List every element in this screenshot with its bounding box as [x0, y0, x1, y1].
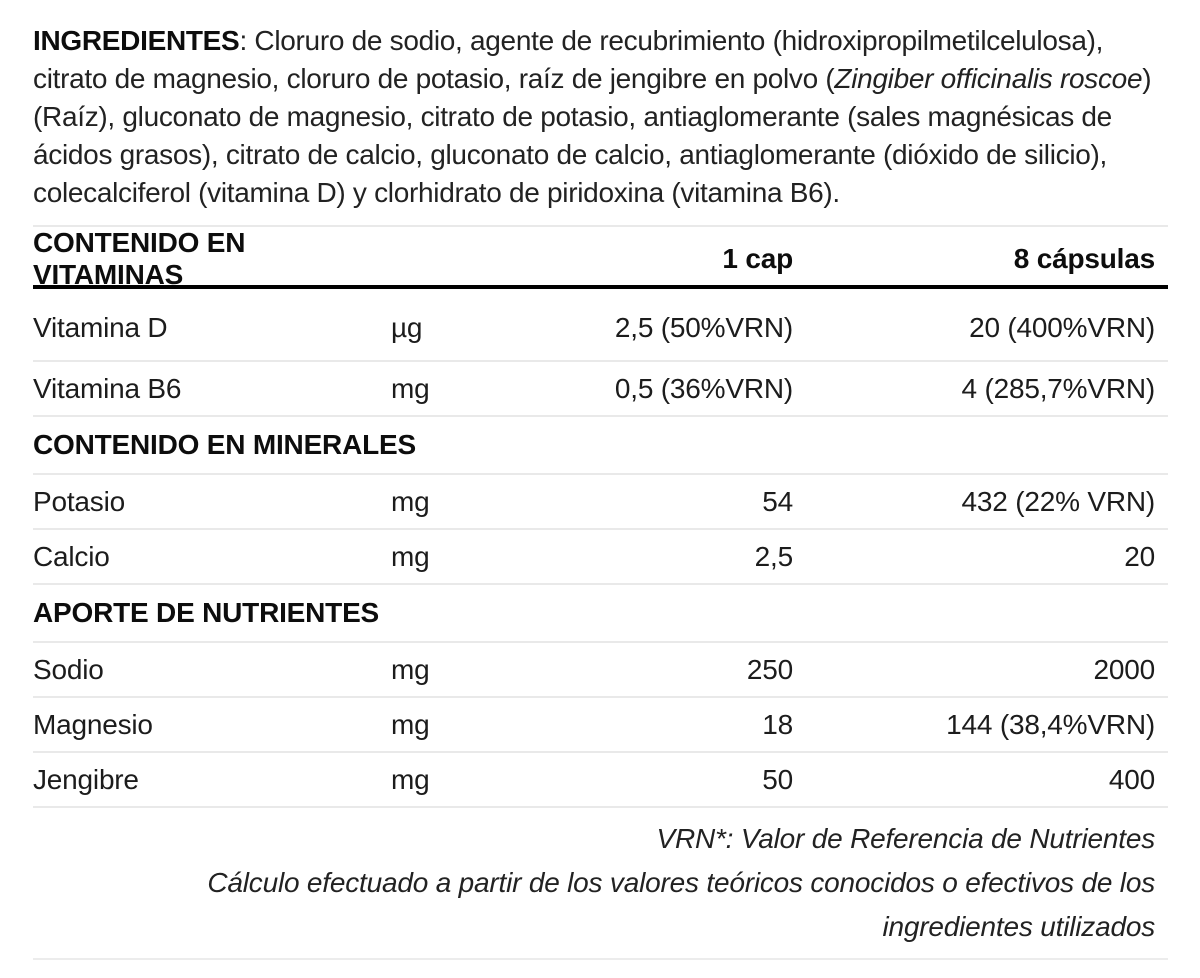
section-title: CONTENIDO EN MINERALES: [33, 429, 416, 460]
nutrient-per-8caps: 20: [1124, 540, 1155, 572]
nutrient-per-cap: 2,5 (50%VRN): [614, 311, 793, 343]
nutrient-name: Jengibre: [33, 763, 139, 795]
nutrient-name: Vitamina B6: [33, 372, 182, 404]
table-header-row: CONTENIDO EN VITAMINAS 1 cap 8 cápsulas: [33, 227, 1168, 290]
table-section-row: APORTE DE NUTRIENTES: [33, 585, 1168, 643]
nutrient-name: Magnesio: [33, 708, 153, 740]
nutrient-per-8caps: 4 (285,7%VRN): [961, 372, 1156, 404]
nutrient-per-cap: 2,5: [754, 540, 794, 572]
ingredients-text-2: )(Raíz), gluconato de magnesio, citrato …: [33, 63, 1152, 208]
ingredients-latin-name: Zingiber officinalis roscoe: [834, 63, 1143, 94]
table-row: Sodio mg 250 2000: [33, 643, 1168, 698]
nutrient-per-cap: 0,5 (36%VRN): [614, 372, 793, 404]
nutrient-per-8caps: 400: [1108, 763, 1155, 795]
nutrient-unit: mg: [391, 708, 430, 740]
nutrient-unit: mg: [391, 540, 430, 572]
nutrient-per-cap: 50: [762, 763, 793, 795]
table-row: Potasio mg 54 432 (22% VRN): [33, 475, 1168, 530]
footnote-calculation-1: Cálculo efectuado a partir de los valore…: [207, 867, 1155, 898]
nutrient-per-cap: 54: [762, 485, 793, 517]
nutrient-per-8caps: 144 (38,4%VRN): [946, 708, 1155, 740]
footnote-calculation-2: ingredientes utilizados: [882, 911, 1156, 942]
table-row: Vitamina B6 mg 0,5 (36%VRN) 4 (285,7%VRN…: [33, 362, 1168, 417]
nutrient-name: Potasio: [33, 485, 125, 517]
nutrient-per-cap: 250: [746, 653, 793, 685]
nutrient-per-cap: 18: [762, 708, 793, 740]
footnote-vrn-definition: VRN*: Valor de Referencia de Nutrientes: [656, 823, 1155, 854]
table-header-rule: [33, 285, 1168, 289]
label-bottom-rule: [33, 958, 1168, 960]
footnotes: VRN*: Valor de Referencia de Nutrientes …: [33, 817, 1168, 949]
table-top-rule: [33, 225, 1168, 227]
table-header-1cap: 1 cap: [722, 243, 793, 274]
ingredients-label: INGREDIENTES: [33, 25, 240, 56]
nutrient-per-8caps: 432 (22% VRN): [961, 485, 1156, 517]
nutrient-name: Calcio: [33, 540, 110, 572]
nutrient-name: Vitamina D: [33, 311, 168, 343]
table-header-title: CONTENIDO EN VITAMINAS: [33, 227, 246, 290]
table-header-8caps: 8 cápsulas: [1013, 243, 1155, 274]
nutrition-table: CONTENIDO EN VITAMINAS 1 cap 8 cápsulas …: [33, 225, 1168, 808]
nutrient-name: Sodio: [33, 653, 104, 685]
ingredients-separator: :: [239, 25, 255, 56]
table-row: Jengibre mg 50 400: [33, 753, 1168, 808]
table-row: Vitamina D µg 2,5 (50%VRN) 20 (400%VRN): [33, 289, 1168, 362]
ingredients-text-1: Cloruro de sodio, agente de recubrimient…: [33, 25, 1104, 94]
nutrient-unit: mg: [391, 653, 430, 685]
section-title: APORTE DE NUTRIENTES: [33, 597, 380, 628]
nutrient-per-8caps: 2000: [1093, 653, 1156, 685]
nutrient-unit: mg: [391, 485, 430, 517]
nutrient-unit: µg: [391, 311, 423, 343]
nutrient-per-8caps: 20 (400%VRN): [969, 311, 1155, 343]
table-row: Magnesio mg 18 144 (38,4%VRN): [33, 698, 1168, 753]
table-row: Calcio mg 2,5 20: [33, 530, 1168, 585]
ingredients-paragraph: INGREDIENTES: Cloruro de sodio, agente d…: [33, 22, 1165, 212]
nutrient-unit: mg: [391, 372, 430, 404]
table-section-row: CONTENIDO EN MINERALES: [33, 417, 1168, 475]
nutrient-unit: mg: [391, 763, 430, 795]
